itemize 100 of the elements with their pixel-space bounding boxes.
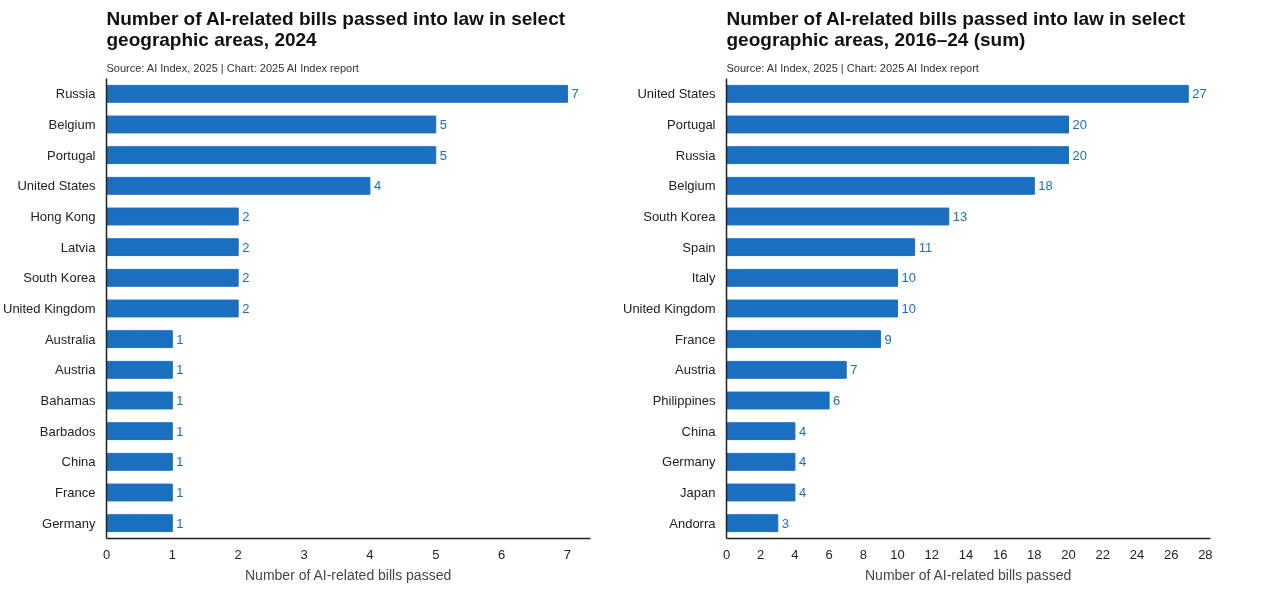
y-tick-label: Philippines	[652, 393, 716, 408]
y-tick-label: United States	[637, 86, 716, 102]
y-tick-label: Bahamas	[40, 393, 96, 408]
y-tick-label: South Korea	[643, 209, 717, 224]
y-tick-label: Russia	[675, 147, 717, 163]
y-tick-label: Andorra	[669, 515, 717, 531]
data-label: 20	[1072, 147, 1088, 163]
y-tick-label: Hong Kong	[30, 209, 96, 224]
bar	[726, 238, 916, 257]
bar	[106, 422, 173, 441]
y-tick-label: France	[675, 331, 716, 347]
bar	[726, 391, 830, 410]
x-tick-label: 26	[1163, 546, 1179, 562]
bar	[106, 268, 239, 287]
y-tick-label: France	[55, 485, 96, 500]
data-label: 2	[242, 239, 250, 255]
x-tick-label: 4	[791, 546, 799, 562]
x-tick-label: 7	[563, 546, 572, 562]
y-tick-label: Barbados	[39, 423, 96, 439]
y-tick-label: South Korea	[23, 270, 97, 286]
y-tick-label: Italy	[691, 270, 716, 286]
data-label: 18	[1038, 178, 1053, 194]
x-tick-label: 20	[1061, 546, 1076, 562]
bar	[726, 146, 1070, 165]
x-tick-label: 4	[366, 546, 374, 562]
bar	[106, 176, 371, 195]
bar	[106, 299, 239, 318]
data-label: 10	[901, 270, 916, 286]
bar	[726, 115, 1070, 134]
x-tick-label: 22	[1095, 546, 1110, 562]
x-tick-label: 0	[102, 546, 111, 562]
chart-title: Number of AI-related bills passed into law in select geographic areas, 2024	[106, 7, 566, 50]
bar	[106, 483, 173, 502]
x-tick-label: 2	[757, 546, 765, 562]
bar	[106, 391, 173, 410]
x-tick-label: 6	[825, 546, 833, 562]
y-tick-label: Germany	[42, 515, 96, 531]
y-tick-label: Australia	[44, 331, 97, 347]
data-label: 4	[798, 423, 807, 439]
bar	[106, 84, 568, 103]
y-tick-label: China	[681, 423, 717, 439]
bar	[106, 514, 173, 533]
bar	[106, 207, 239, 226]
x-tick-label: 10	[890, 546, 905, 562]
data-label: 1	[176, 454, 184, 470]
data-label: 2	[242, 270, 250, 286]
y-tick-label: China	[61, 454, 97, 470]
bar	[726, 360, 847, 379]
data-label: 20	[1072, 117, 1088, 132]
x-tick-label: 28	[1198, 546, 1213, 562]
chart-title: Number of AI-related bills passed into law in select geographic areas, 2016–24 (sum)	[726, 7, 1186, 50]
bar	[726, 299, 899, 318]
y-tick-label: Belgium	[668, 178, 716, 194]
bar	[726, 268, 899, 287]
data-label: 9	[884, 331, 892, 347]
source-note: Source: AI Index, 2025 | Chart: 2025 AI Index report	[106, 61, 359, 74]
x-tick-label: 1	[168, 546, 176, 562]
data-label: 1	[176, 393, 184, 408]
data-label: 4	[798, 485, 807, 500]
bar	[106, 452, 173, 471]
bar	[106, 330, 173, 349]
source-note: Source: AI Index, 2025 | Chart: 2025 AI Index report	[726, 61, 979, 74]
data-label: 7	[850, 362, 858, 378]
data-label: 5	[439, 147, 447, 163]
data-label: 2	[242, 301, 250, 316]
data-label: 1	[176, 515, 184, 531]
x-tick-label: 0	[722, 546, 731, 562]
data-label: 1	[176, 423, 184, 439]
bar	[726, 452, 796, 471]
y-tick-label: Japan	[680, 485, 716, 500]
y-tick-label: Germany	[662, 454, 716, 470]
y-tick-label: Spain	[682, 239, 716, 255]
data-label: 4	[373, 178, 382, 194]
bar	[726, 514, 779, 533]
data-label: 11	[918, 239, 933, 255]
x-tick-label: 2	[234, 546, 242, 562]
x-axis-title: Number of AI-related bills passed	[865, 566, 1072, 583]
data-label: 1	[176, 362, 184, 378]
data-label: 1	[176, 485, 184, 500]
data-label: 1	[176, 331, 184, 347]
bar	[106, 360, 173, 379]
data-label: 2	[242, 209, 250, 224]
x-tick-label: 24	[1129, 546, 1145, 562]
x-tick-label: 5	[432, 546, 440, 562]
bar	[106, 238, 239, 257]
bar	[106, 115, 437, 134]
y-tick-label: Latvia	[60, 239, 97, 255]
x-tick-label: 8	[859, 546, 867, 562]
x-tick-label: 12	[924, 546, 939, 562]
data-label: 13	[952, 209, 968, 224]
x-tick-label: 16	[992, 546, 1008, 562]
y-tick-label: Portugal	[47, 147, 96, 163]
x-tick-label: 3	[300, 546, 308, 562]
x-tick-label: 18	[1027, 546, 1042, 562]
bar	[106, 146, 437, 165]
bar	[726, 207, 950, 226]
y-tick-label: Austria	[675, 362, 717, 378]
y-tick-label: Russia	[55, 86, 97, 102]
x-tick-label: 6	[497, 546, 506, 562]
data-label: 7	[571, 86, 579, 102]
